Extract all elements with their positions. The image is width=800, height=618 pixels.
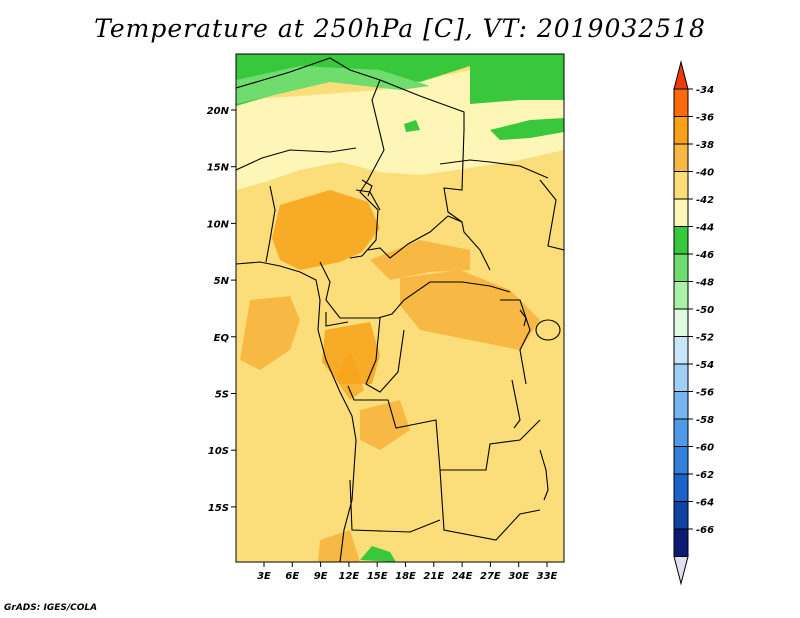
grads-credit: GrADS: IGES/COLA xyxy=(4,603,98,613)
colorbar-label: -36 xyxy=(696,113,714,124)
colorbar-bottom-triangle xyxy=(673,556,689,586)
field-green-spot xyxy=(404,120,420,132)
colorbar-cell xyxy=(673,336,689,365)
colorbar-cell xyxy=(673,116,689,145)
lat-label: 10N xyxy=(207,219,230,230)
lon-label: 21E xyxy=(423,571,444,582)
colorbar-cell xyxy=(673,473,689,502)
colorbar-label: -46 xyxy=(696,250,714,261)
lon-label: 12E xyxy=(339,571,360,582)
country-borders xyxy=(236,57,564,541)
lat-label: EQ xyxy=(214,333,230,344)
colorbar-cell xyxy=(673,226,689,255)
lon-label: 15E xyxy=(367,571,388,582)
colorbar-label: -60 xyxy=(696,443,714,454)
latitude-axis: 20N 15N 10N 5N EQ 5S 10S 15S xyxy=(207,106,236,514)
colorbar-cell xyxy=(673,501,689,530)
lon-label: 24E xyxy=(452,571,473,582)
colorbar-label: -58 xyxy=(696,415,714,426)
colorbar-label: -54 xyxy=(696,360,714,371)
colorbar-cell xyxy=(673,88,689,117)
field-orange-coast xyxy=(240,296,300,370)
colorbar-label: -40 xyxy=(696,168,714,179)
lat-label: 10S xyxy=(208,446,229,457)
lat-label: 5N xyxy=(214,276,230,287)
colorbar-label: -56 xyxy=(696,388,714,399)
colorbar-label: -52 xyxy=(696,333,714,344)
colorbar-cell xyxy=(673,363,689,392)
colorbar-label: -48 xyxy=(696,278,714,289)
field-green-northeast xyxy=(470,54,564,104)
field-green-light xyxy=(236,66,430,104)
colorbar-label: -62 xyxy=(696,470,714,481)
field-orange-south xyxy=(318,530,360,562)
lat-label: 20N xyxy=(207,106,230,117)
lon-label: 33E xyxy=(537,571,558,582)
field-orange-car xyxy=(370,240,470,280)
lat-label: 15N xyxy=(207,163,230,174)
lon-label: 9E xyxy=(314,571,328,582)
colorbar-cell xyxy=(673,418,689,447)
map-panel xyxy=(236,54,564,562)
colorbar-top-triangle xyxy=(673,60,689,90)
field-orange-angola xyxy=(360,400,410,450)
longitude-axis: 3E 6E 9E 12E 15E 18E 21E 24E 27E 30E 33E xyxy=(257,562,558,582)
colorbar-cell xyxy=(673,281,689,310)
field-green-south xyxy=(360,546,396,562)
colorbar-label: -50 xyxy=(696,305,714,316)
field-green-patch xyxy=(490,118,564,140)
lat-label: 5S xyxy=(215,390,229,401)
lat-label: 15S xyxy=(208,503,229,514)
colorbar-label: -42 xyxy=(696,195,714,206)
colorbar-cell xyxy=(673,198,689,227)
field-orange-gabon xyxy=(336,350,364,400)
field-orange-nigeria xyxy=(272,190,380,270)
colorbar-label: -64 xyxy=(696,498,714,509)
colorbar-label: -44 xyxy=(696,223,714,234)
lakes xyxy=(361,179,561,501)
chart-title: Temperature at 250hPa [C], VT: 201903251… xyxy=(94,14,706,43)
lon-label: 27E xyxy=(480,571,501,582)
colorbar-cell xyxy=(673,308,689,337)
colorbar-cell xyxy=(673,171,689,200)
colorbar-cell xyxy=(673,446,689,475)
colorbar-cell xyxy=(673,143,689,172)
colorbar-label: -38 xyxy=(696,140,714,151)
colorbar-cell xyxy=(673,253,689,282)
map-frame xyxy=(235,53,565,563)
coastline xyxy=(236,261,357,562)
colorbar: -34 -36 -38 -40 -42 -44 -46 -48 -50 -52 -54 -56 -58 -… xyxy=(673,60,714,586)
colorbar-cell xyxy=(673,391,689,420)
lon-label: 3E xyxy=(257,571,271,582)
lon-label: 6E xyxy=(285,571,299,582)
lon-label: 18E xyxy=(395,571,416,582)
colorbar-label: -66 xyxy=(696,525,714,536)
colorbar-label: -34 xyxy=(696,85,714,96)
lon-label: 30E xyxy=(508,571,529,582)
field-green-north xyxy=(236,54,470,106)
colorbar-cell xyxy=(673,528,689,557)
